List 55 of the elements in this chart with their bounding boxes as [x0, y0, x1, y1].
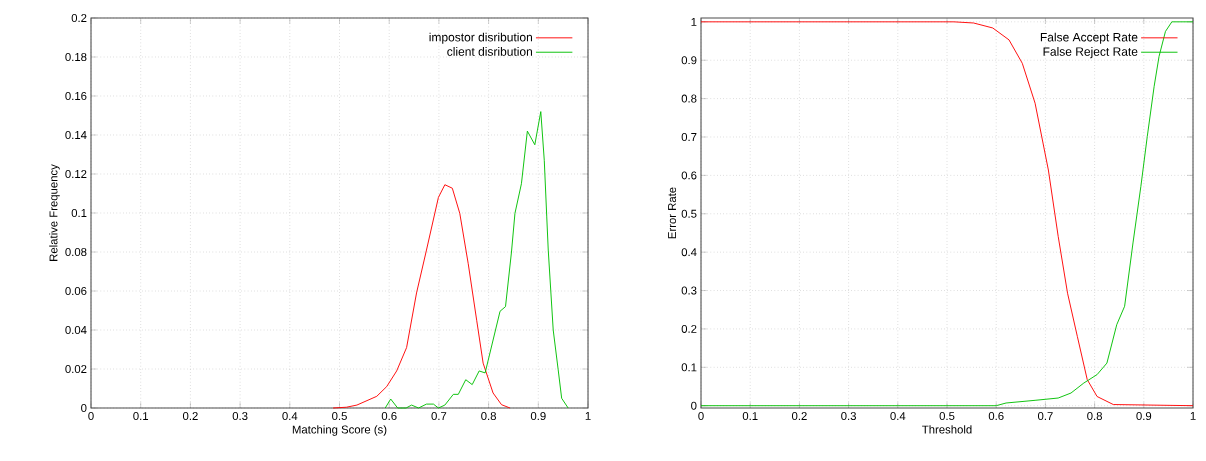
y-tick-label: 0.1: [681, 363, 697, 372]
y-tick-label: 0.5: [681, 209, 697, 218]
x-tick-label: 1: [585, 412, 591, 420]
legend-label: False Reject Rate: [1043, 47, 1138, 59]
x-tick-label: 0: [698, 412, 704, 421]
legend-label: client disribution: [447, 47, 532, 56]
line-series: [332, 184, 511, 409]
y-axis-title: Error Rate: [668, 187, 677, 239]
x-tick-label: 0.3: [232, 412, 248, 421]
x-tick-label: 0.9: [1136, 412, 1152, 421]
x-tick-label: 0.1: [133, 412, 149, 421]
x-tick-label: 0.6: [381, 412, 397, 421]
x-tick-label: 0.5: [939, 412, 955, 421]
line-series: [384, 111, 569, 409]
y-tick-label: 0.3: [681, 286, 697, 295]
y-tick-label: 0.4: [681, 248, 697, 257]
x-tick-label: 0.8: [1087, 412, 1102, 421]
y-tick-label: 0.06: [65, 287, 87, 296]
x-tick-label: 0.5: [332, 412, 347, 421]
x-tick-label: 0.7: [1037, 412, 1053, 421]
y-tick-label: 0.08: [65, 248, 87, 257]
y-tick-label: 0.2: [71, 14, 87, 22]
x-tick-label: 0.4: [890, 412, 906, 421]
x-tick-label: 0.3: [841, 412, 856, 421]
y-tick-label: 0.1: [71, 209, 87, 218]
y-tick-label: 0.7: [681, 132, 697, 141]
x-tick-label: 0.7: [431, 412, 447, 421]
x-axis-title: Threshold: [922, 425, 972, 434]
y-tick-label: 0.2: [681, 324, 697, 333]
x-tick-label: 0.6: [988, 412, 1004, 421]
legend-label: impostor disribution: [429, 32, 532, 44]
x-tick-label: 0.4: [282, 412, 298, 421]
x-tick-label: 0.2: [791, 412, 807, 421]
y-tick-label: 0: [81, 404, 87, 413]
x-tick-label: 0.1: [742, 412, 758, 421]
y-tick-label: 0.16: [65, 92, 87, 101]
legend-label: False Accept Rate: [1040, 32, 1138, 44]
x-tick-label: 1: [1190, 412, 1196, 420]
y-tick-label: 1: [691, 17, 697, 26]
x-tick-label: 0: [88, 412, 94, 421]
x-tick-label: 0.9: [530, 412, 546, 421]
y-tick-label: 0.6: [681, 171, 697, 180]
y-tick-label: 0: [691, 401, 697, 410]
y-tick-label: 0.02: [65, 365, 87, 374]
y-tick-label: 0.04: [65, 326, 87, 335]
y-tick-label: 0.12: [65, 170, 87, 179]
y-tick-label: 0.14: [65, 131, 87, 140]
x-axis-title: Matching Score (s): [292, 425, 387, 436]
x-tick-label: 0.8: [481, 412, 496, 421]
line-series: [700, 21, 1194, 407]
y-tick-label: 0.9: [681, 56, 697, 65]
y-tick-label: 0.8: [681, 94, 697, 103]
y-tick-label: 0.18: [65, 53, 87, 62]
y-axis-title: Relative Frequency: [49, 164, 60, 261]
x-tick-label: 0.2: [182, 412, 198, 421]
